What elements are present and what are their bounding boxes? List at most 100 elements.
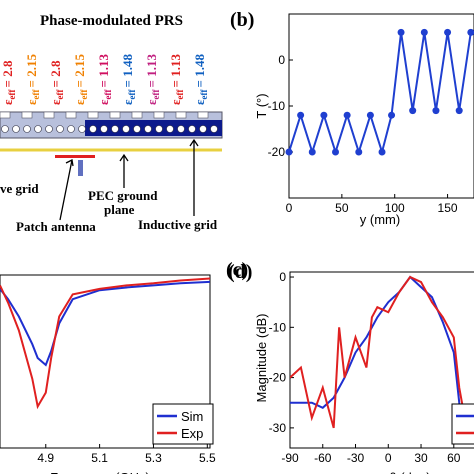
epsilon-value: = 1.48 xyxy=(120,54,135,88)
grid-strip xyxy=(21,111,33,119)
epsilon-subscript: eff xyxy=(103,88,113,99)
epsilon-label: εeff= 1.13 xyxy=(96,54,113,105)
epsilon-symbol: ε xyxy=(192,99,207,105)
lattice-dot xyxy=(177,125,185,133)
point xyxy=(388,111,396,119)
epsilon-subscript: eff xyxy=(7,88,17,99)
epsilon-value: = 1.13 xyxy=(168,54,183,88)
x-axis-label: Frequency (GHz) xyxy=(50,470,150,474)
arrows xyxy=(59,138,199,221)
diagram: Phase-modulated PRS ve grid PEC ground p… xyxy=(0,13,223,234)
point xyxy=(343,111,351,119)
epsilon-symbol: ε xyxy=(168,99,183,105)
x-axis-label: y (mm) xyxy=(360,212,400,227)
lattice-dot xyxy=(199,125,207,133)
y-axis-label: Magnitude (dB) xyxy=(254,314,269,403)
lattice-dot xyxy=(89,125,97,133)
epsilon-symbol: ε xyxy=(120,99,135,105)
lattice-dot xyxy=(100,125,108,133)
x-tick-label: -60 xyxy=(314,451,332,465)
epsilon-label: εeff= 2.8 xyxy=(0,60,17,105)
lattice-dot xyxy=(78,125,86,133)
legend-label: Exp xyxy=(181,426,203,441)
diagram-title: Phase-modulated PRS xyxy=(40,13,183,29)
chart: (b) 0 50 100 150 -20 -10 0 T (°) y (mm) xyxy=(230,9,474,227)
epsilon-value: = 1.48 xyxy=(192,54,207,88)
x-tick-label: 5.3 xyxy=(145,451,162,465)
plot-frame xyxy=(289,271,474,449)
epsilon-symbol: ε xyxy=(24,99,39,105)
x-tick-label: 100 xyxy=(385,201,405,215)
label: Inductive grid xyxy=(138,217,218,232)
grid-strip xyxy=(43,111,55,119)
epsilon-subscript: eff xyxy=(31,88,41,99)
grid-strip xyxy=(131,111,143,119)
epsilon-label: εeff= 1.48 xyxy=(192,54,209,105)
chart: (c) 4.9 5.1 5.3 5.5 Frequency (GHz) Sim Exp xyxy=(0,259,248,474)
point xyxy=(397,28,405,36)
point xyxy=(409,107,417,115)
legend-box xyxy=(152,403,214,445)
chart: (d) -90 -60 -30 0 30 60 0 -10 -20 -30 Magnitude (dB… xyxy=(228,261,474,474)
y-tick-label: 0 xyxy=(278,53,285,67)
series-line xyxy=(0,280,210,367)
grid-strip xyxy=(153,111,165,119)
epsilon-subscript: eff xyxy=(127,88,137,99)
series-line xyxy=(0,277,210,410)
lattice-dot xyxy=(12,125,20,133)
epsilon-value: = 2.8 xyxy=(48,60,63,87)
point xyxy=(467,28,474,36)
lattice-dot xyxy=(34,125,42,133)
point xyxy=(444,28,452,36)
epsilon-symbol: ε xyxy=(96,99,111,105)
x-tick-label: 0 xyxy=(385,451,392,465)
epsilon-subscript: eff xyxy=(199,88,209,99)
label: Patch antenna xyxy=(16,219,96,234)
panel-label: (d) xyxy=(228,261,252,283)
epsilon-value: = 1.13 xyxy=(144,54,159,88)
panel-label: (b) xyxy=(230,9,254,31)
panel-label: (c) xyxy=(226,259,248,281)
label: ve grid xyxy=(0,181,39,196)
grid-strip xyxy=(175,111,187,119)
epsilon-subscript: eff xyxy=(151,88,161,99)
lattice-dot xyxy=(155,125,163,133)
lattice-dot xyxy=(166,125,174,133)
epsilon-label: εeff= 1.48 xyxy=(120,54,137,105)
epsilon-label: εeff= 1.13 xyxy=(144,54,161,105)
x-tick-label: 150 xyxy=(438,201,458,215)
point xyxy=(332,148,340,156)
y-tick-label: -30 xyxy=(269,421,287,435)
point xyxy=(366,111,374,119)
grid-strip xyxy=(65,111,77,119)
epsilon-value: = 1.13 xyxy=(96,54,111,88)
x-tick-label: -30 xyxy=(347,451,365,465)
point xyxy=(378,148,386,156)
patch xyxy=(55,155,95,158)
epsilon-symbol: ε xyxy=(0,99,15,105)
label: plane xyxy=(104,202,135,217)
inductive-region xyxy=(85,120,222,136)
legend-box xyxy=(451,403,474,445)
x-tick-label: 4.9 xyxy=(37,451,54,465)
lattice-dot xyxy=(1,125,9,133)
series-line xyxy=(290,275,466,439)
point xyxy=(455,107,463,115)
series-line xyxy=(289,32,472,156)
grid-strip xyxy=(0,111,11,119)
grid-strip xyxy=(87,111,99,119)
point xyxy=(320,111,328,119)
epsilon-subscript: eff xyxy=(55,88,65,99)
point xyxy=(308,148,316,156)
epsilon-value: = 2.8 xyxy=(0,60,15,87)
y-tick-label: -10 xyxy=(268,99,286,113)
x-tick-label: 60 xyxy=(447,451,461,465)
lattice-dot xyxy=(133,125,141,133)
point xyxy=(285,148,293,156)
grid-strip xyxy=(109,111,121,119)
point xyxy=(432,107,440,115)
epsilon-subscript: eff xyxy=(175,88,185,99)
epsilon-label: εeff= 1.13 xyxy=(168,54,185,105)
legend-label: Sim xyxy=(181,409,203,424)
